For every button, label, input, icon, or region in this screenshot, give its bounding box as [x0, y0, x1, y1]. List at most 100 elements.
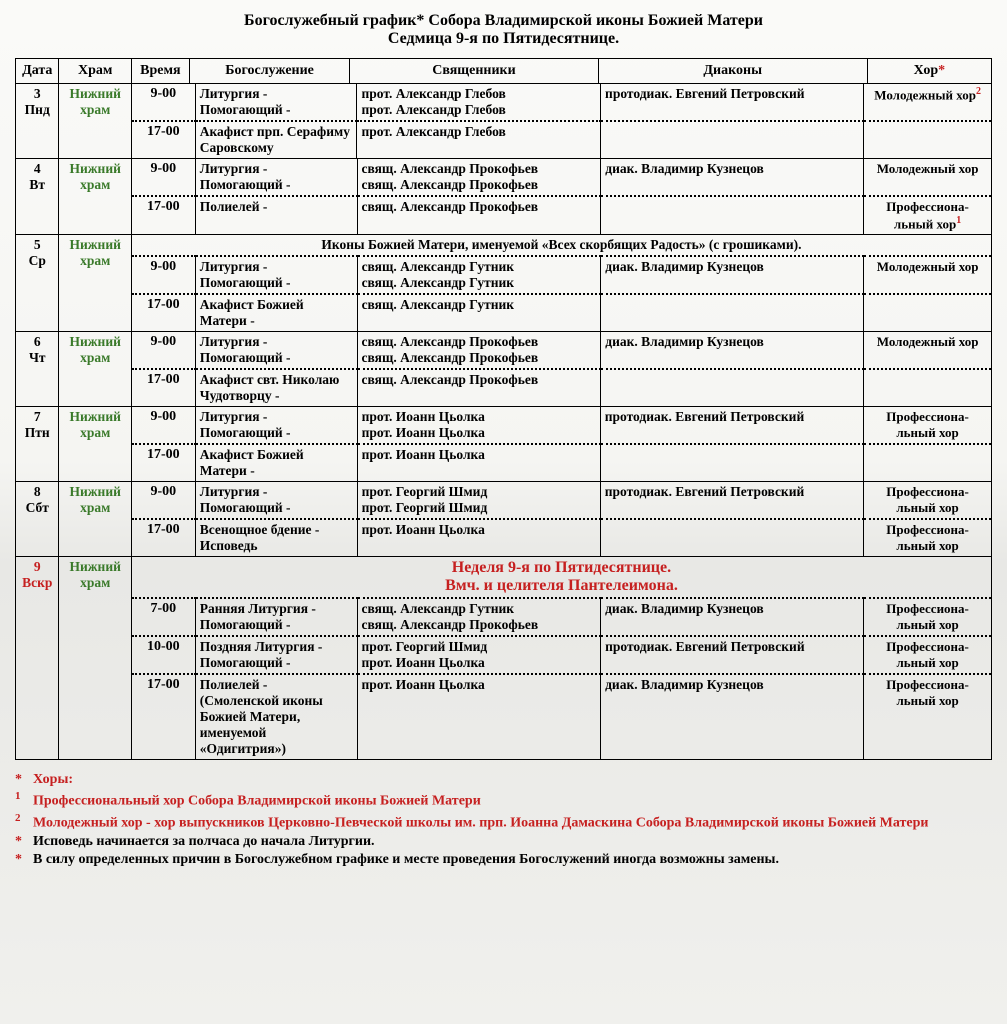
choir-cell: Профессиона-льный хор	[864, 636, 991, 674]
time-cell: 17-00	[132, 196, 195, 234]
service-cell: Поздняя Литургия -Помогающий -	[195, 636, 357, 674]
date-cell: 5Ср	[16, 235, 59, 332]
date-cell: 7Птн	[16, 407, 59, 482]
col-priests: Священники	[350, 59, 598, 84]
deacons-cell: диак. Владимир Кузнецов	[601, 256, 864, 294]
deacons-cell: диак. Владимир Кузнецов	[601, 598, 864, 636]
time-cell: 17-00	[132, 369, 195, 406]
service-row: 9-00Литургия -Помогающий -прот. Георгий …	[132, 482, 991, 519]
footnotes: *Хоры: 1Профессиональный хор Собора Влад…	[15, 772, 992, 867]
day-row: 5СрНижнийхрамИконы Божией Матери, именуе…	[16, 235, 992, 332]
time-cell: 17-00	[132, 444, 195, 481]
choir-cell: Профессиона-льный хор1	[864, 196, 991, 234]
time-cell: 10-00	[132, 636, 195, 674]
col-service: Богослужение	[189, 59, 349, 84]
time-cell: 9-00	[132, 482, 195, 519]
service-cell: Литургия -Помогающий -	[195, 159, 357, 196]
service-cell: Ранняя Литургия -Помогающий -	[195, 598, 357, 636]
deacons-cell	[601, 369, 864, 406]
deacons-cell	[600, 444, 863, 481]
day-row: 8СбтНижнийхрам9-00Литургия -Помогающий -…	[16, 482, 992, 557]
choir-cell: Молодежный хор	[864, 332, 991, 369]
date-cell: 9Вскр	[16, 557, 59, 760]
priests-cell: свящ. Александр Гутник	[357, 294, 601, 331]
title-line-1: Богослужебный график* Собора Владимирско…	[15, 12, 992, 30]
priests-cell: прот. Александр Глебов	[357, 121, 601, 158]
priests-cell: свящ. Александр Прокофьевсвящ. Александр…	[357, 332, 601, 369]
deacons-cell: диак. Владимир Кузнецов	[601, 159, 864, 196]
service-row: 17-00Акафист свт. Николаю Чудотворцу -св…	[132, 369, 991, 406]
day-row: 4ВтНижнийхрам9-00Литургия -Помогающий -с…	[16, 159, 992, 235]
temple-cell: Нижнийхрам	[59, 332, 131, 407]
time-cell: 9-00	[132, 84, 195, 121]
service-cell: Полиелей -	[195, 196, 357, 234]
service-cell: Акафист Божией Матери -	[195, 444, 357, 481]
service-row: 17-00Полиелей -(Смоленской иконы Божией …	[132, 674, 991, 759]
service-cell: Литургия -Помогающий -	[195, 84, 357, 121]
temple-cell: Нижнийхрам	[59, 482, 131, 557]
temple-cell: Нижнийхрам	[59, 84, 131, 159]
priests-cell: свящ. Александр Прокофьев	[357, 196, 601, 234]
col-date: Дата	[16, 59, 59, 84]
date-cell: 6Чт	[16, 332, 59, 407]
service-cell: Акафист прп. Серафиму Саровскому	[195, 121, 357, 158]
temple-cell: Нижнийхрам	[59, 235, 131, 332]
day-row: 7ПтнНижнийхрам9-00Литургия -Помогающий -…	[16, 407, 992, 482]
service-row: 9-00Литургия -Помогающий -свящ. Александ…	[132, 332, 991, 369]
service-cell: Полиелей -(Смоленской иконы Божией Матер…	[195, 674, 357, 759]
service-cell: Литургия -Помогающий -	[195, 256, 357, 294]
day-banner: Иконы Божией Матери, именуемой «Всех ско…	[132, 235, 991, 256]
temple-cell: Нижнийхрам	[59, 557, 131, 760]
header-row: Дата Храм Время Богослужение Священники …	[16, 59, 992, 84]
temple-cell: Нижнийхрам	[59, 407, 131, 482]
date-cell: 4Вт	[16, 159, 59, 235]
time-cell: 9-00	[132, 256, 195, 294]
deacons-cell	[601, 196, 864, 234]
choir-cell: Молодежный хор	[864, 159, 991, 196]
time-cell: 17-00	[132, 674, 195, 759]
time-cell: 17-00	[132, 519, 195, 556]
priests-cell: свящ. Александр Гутниксвящ. Александр Гу…	[357, 256, 601, 294]
priests-cell: прот. Георгий Шмидпрот. Георгий Шмид	[357, 482, 600, 519]
time-cell: 17-00	[132, 121, 195, 158]
day-row: 3ПндНижнийхрам9-00Литургия -Помогающий -…	[16, 84, 992, 159]
service-row: 9-00Литургия -Помогающий -свящ. Александ…	[132, 159, 991, 196]
service-cell: Литургия -Помогающий -	[195, 482, 357, 519]
deacons-cell: диак. Владимир Кузнецов	[601, 332, 864, 369]
col-temple: Храм	[59, 59, 131, 84]
priests-cell: свящ. Александр Прокофьев	[357, 369, 601, 406]
choir-cell: Профессиона-льный хор	[864, 407, 991, 444]
temple-cell: Нижнийхрам	[59, 159, 131, 235]
time-cell: 9-00	[132, 407, 195, 444]
date-cell: 8Сбт	[16, 482, 59, 557]
deacons-cell: протодиак. Евгений Петровский	[601, 84, 864, 121]
choir-cell	[864, 444, 991, 481]
time-cell: 9-00	[132, 332, 195, 369]
service-row: 9-00Литургия -Помогающий -прот. Александ…	[132, 84, 991, 121]
priests-cell: прот. Иоанн Цьолка	[357, 444, 600, 481]
service-row: 9-00Литургия -Помогающий -свящ. Александ…	[132, 256, 991, 294]
day-banner-red: Неделя 9-я по Пятидесятнице.Вмч. и целит…	[132, 557, 991, 598]
priests-cell: прот. Александр Глебовпрот. Александр Гл…	[357, 84, 601, 121]
priests-cell: прот. Иоанн Цьолка	[357, 674, 601, 759]
deacons-cell: протодиак. Евгений Петровский	[601, 636, 864, 674]
service-row: 17-00Полиелей -свящ. Александр Прокофьев…	[132, 196, 991, 234]
service-row: 17-00Акафист Божией Матери -прот. Иоанн …	[132, 444, 991, 481]
time-cell: 7-00	[132, 598, 195, 636]
choir-cell	[864, 294, 991, 331]
choir-cell: Молодежный хор2	[864, 84, 991, 121]
schedule-table: Дата Храм Время Богослужение Священники …	[15, 58, 992, 760]
col-time: Время	[131, 59, 189, 84]
service-row: 9-00Литургия -Помогающий -прот. Иоанн Ць…	[132, 407, 991, 444]
service-row: 10-00Поздняя Литургия -Помогающий -прот.…	[132, 636, 991, 674]
deacons-cell	[601, 294, 864, 331]
col-deacons: Диаконы	[598, 59, 867, 84]
priests-cell: прот. Георгий Шмидпрот. Иоанн Цьолка	[357, 636, 601, 674]
day-row: 9ВскрНижнийхрамНеделя 9-я по Пятидесятни…	[16, 557, 992, 760]
day-row: 6ЧтНижнийхрам9-00Литургия -Помогающий -с…	[16, 332, 992, 407]
page-title: Богослужебный график* Собора Владимирско…	[15, 12, 992, 48]
choir-cell: Профессиона-льный хор	[864, 519, 991, 556]
choir-cell: Профессиона-льный хор	[864, 598, 991, 636]
service-cell: Литургия -Помогающий -	[195, 407, 357, 444]
service-cell: Акафист свт. Николаю Чудотворцу -	[195, 369, 357, 406]
